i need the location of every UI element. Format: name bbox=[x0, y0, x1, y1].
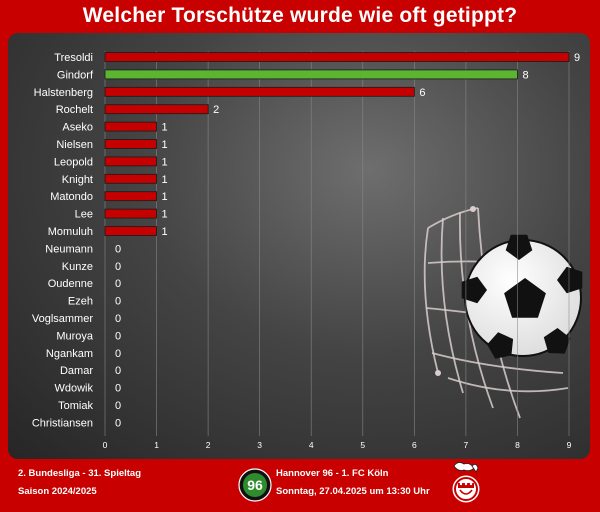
category-label: Tresoldi bbox=[54, 52, 93, 64]
value-label: 0 bbox=[115, 400, 121, 412]
value-label: 0 bbox=[115, 313, 121, 325]
category-label: Damar bbox=[60, 365, 93, 377]
match-date-label: Sonntag, 27.04.2025 um 13:30 Uhr bbox=[276, 486, 430, 497]
x-tick-label: 0 bbox=[103, 440, 108, 450]
net-rope bbox=[431, 352, 564, 374]
fc-koeln-logo-icon bbox=[452, 462, 480, 503]
category-label: Wdowik bbox=[54, 383, 93, 395]
bar bbox=[104, 208, 157, 219]
ball-patch bbox=[504, 278, 546, 318]
bar-chart: 0 1 2 3 4 5 6 7 8 9 Tresoldi 9 Gindorf 8 Halstenberg 6… bbox=[32, 51, 583, 450]
value-label: 1 bbox=[162, 156, 168, 168]
category-label: Christiansen bbox=[32, 417, 93, 429]
net-knot bbox=[470, 206, 476, 212]
value-label: 0 bbox=[115, 417, 121, 429]
value-label: 0 bbox=[115, 365, 121, 377]
value-label: 0 bbox=[115, 330, 121, 342]
net-rope bbox=[427, 207, 479, 229]
x-tick-label: 4 bbox=[309, 440, 314, 450]
value-label: 0 bbox=[115, 278, 121, 290]
value-label: 2 bbox=[213, 104, 219, 116]
bar bbox=[104, 139, 157, 149]
value-label: 0 bbox=[115, 348, 121, 360]
x-tick-label: 1 bbox=[154, 440, 159, 450]
value-label: 1 bbox=[162, 209, 168, 221]
value-label: 9 bbox=[574, 52, 580, 64]
gridlines: 0 1 2 3 4 5 6 7 8 9 bbox=[103, 51, 572, 450]
value-label: 1 bbox=[162, 122, 168, 134]
category-label: Oudenne bbox=[48, 278, 93, 290]
category-label: Ngankam bbox=[46, 348, 93, 360]
bar bbox=[104, 173, 157, 184]
bar bbox=[104, 121, 157, 132]
category-label: Lee bbox=[75, 209, 93, 221]
league-label: 2. Bundesliga - 31. Spieltag bbox=[18, 468, 142, 479]
x-tick-label: 6 bbox=[412, 440, 417, 450]
category-label: Rochelt bbox=[56, 104, 93, 116]
chart-title: Welcher Torschütze wurde wie oft getippt… bbox=[82, 4, 518, 27]
category-label: Neumann bbox=[45, 243, 93, 255]
value-label: 8 bbox=[522, 69, 528, 81]
category-label: Knight bbox=[62, 174, 93, 186]
category-label: Kunze bbox=[62, 261, 93, 273]
bars: Tresoldi 9 Gindorf 8 Halstenberg 6 Rochelt 2 Ase… bbox=[32, 52, 580, 429]
category-label: Voglsammer bbox=[32, 313, 93, 325]
category-label: Nielsen bbox=[56, 139, 93, 151]
ball-patch bbox=[543, 328, 571, 354]
x-tick-label: 9 bbox=[567, 440, 572, 450]
value-label: 0 bbox=[115, 243, 121, 255]
bar bbox=[104, 191, 157, 202]
hannover-logo-text: 96 bbox=[247, 477, 263, 493]
category-label: Tomiak bbox=[58, 400, 93, 412]
value-label: 0 bbox=[115, 261, 121, 273]
value-label: 1 bbox=[162, 191, 168, 203]
bar bbox=[104, 69, 518, 80]
bar bbox=[104, 52, 570, 62]
category-label: Gindorf bbox=[57, 69, 94, 81]
value-label: 1 bbox=[162, 139, 168, 151]
season-label: Saison 2024/2025 bbox=[18, 486, 97, 497]
bar bbox=[104, 226, 157, 236]
hannover-96-logo-icon: 96 bbox=[238, 468, 272, 502]
football-illustration bbox=[461, 234, 583, 359]
bar bbox=[104, 104, 209, 115]
x-tick-label: 5 bbox=[360, 440, 365, 450]
net-knot bbox=[435, 370, 441, 376]
ball-patch bbox=[487, 332, 514, 359]
category-label: Muroya bbox=[56, 330, 94, 342]
category-label: Matondo bbox=[50, 191, 93, 203]
ball-patch bbox=[557, 266, 583, 294]
category-label: Aseko bbox=[62, 122, 93, 134]
bar bbox=[104, 86, 415, 97]
category-label: Leopold bbox=[54, 156, 93, 168]
category-label: Momuluh bbox=[48, 226, 93, 238]
bar bbox=[104, 156, 157, 167]
category-label: Ezeh bbox=[68, 296, 93, 308]
chart-panel: 0 1 2 3 4 5 6 7 8 9 Tresoldi 9 Gindorf 8 Halstenberg 6… bbox=[8, 33, 590, 459]
value-label: 6 bbox=[419, 87, 425, 99]
ball-patch bbox=[461, 276, 487, 304]
value-label: 0 bbox=[115, 383, 121, 395]
category-label: Halstenberg bbox=[34, 87, 93, 99]
value-label: 1 bbox=[162, 226, 168, 238]
net-rope bbox=[440, 217, 464, 394]
x-tick-label: 8 bbox=[515, 440, 520, 450]
value-label: 0 bbox=[115, 296, 121, 308]
value-label: 1 bbox=[162, 174, 168, 186]
x-tick-label: 7 bbox=[464, 440, 469, 450]
match-label: Hannover 96 - 1. FC Köln bbox=[276, 468, 389, 479]
ball-patch bbox=[505, 234, 533, 260]
net-rope bbox=[447, 377, 569, 393]
x-tick-label: 2 bbox=[206, 440, 211, 450]
net-rope bbox=[423, 227, 439, 374]
x-tick-label: 3 bbox=[257, 440, 262, 450]
